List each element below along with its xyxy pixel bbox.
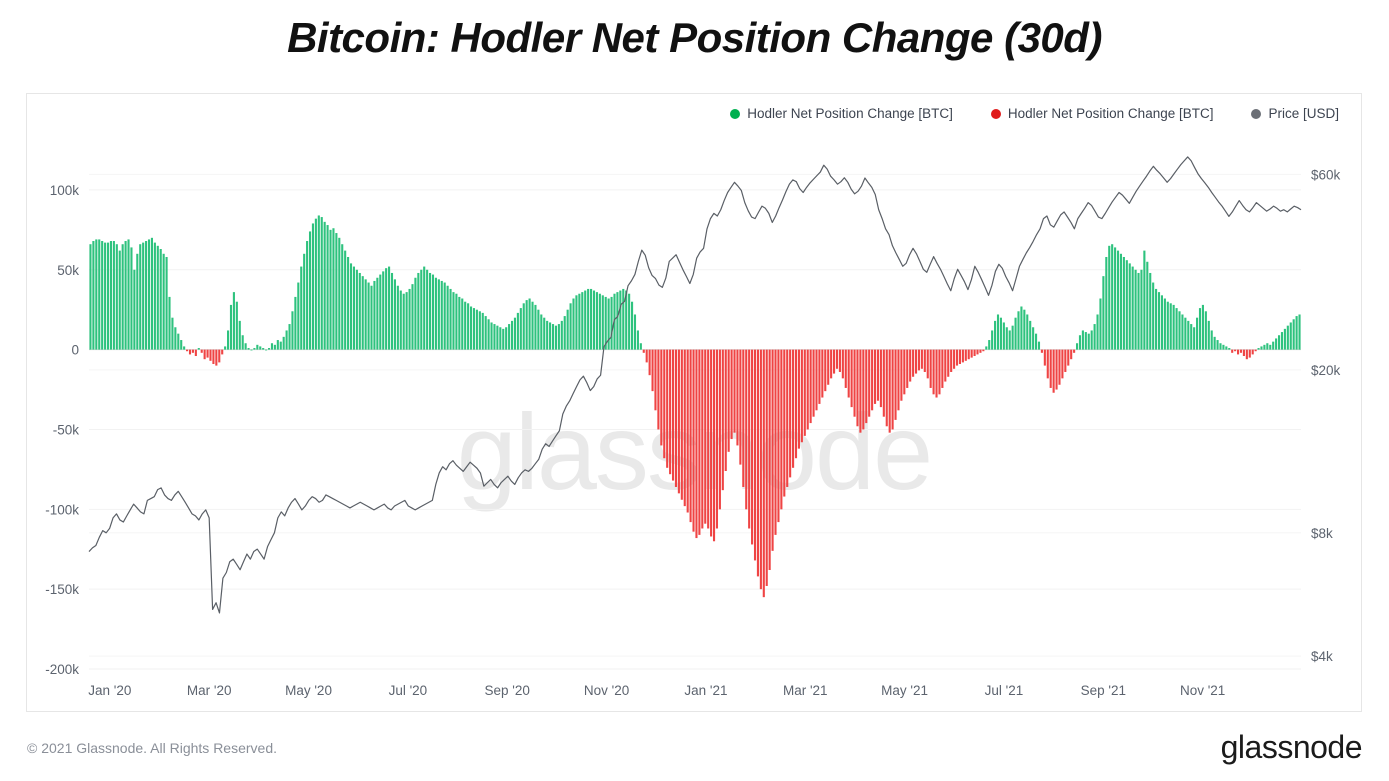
legend-item-hodler-negative[interactable]: Hodler Net Position Change [BTC]: [990, 106, 1214, 121]
x-axis-tick: Sep '20: [484, 683, 530, 698]
y-axis-left-tick: 0: [71, 343, 79, 358]
y-axis-left-tick: -50k: [53, 422, 80, 437]
y-axis-right-tick: $20k: [1311, 363, 1341, 378]
gray-dot-icon: [1251, 108, 1262, 119]
x-axis-tick: Jul '21: [984, 683, 1024, 698]
price-line: [88, 156, 1302, 614]
legend-item-hodler-positive[interactable]: Hodler Net Position Change [BTC]: [730, 106, 953, 121]
y-axis-left-tick: -150k: [45, 582, 79, 597]
x-axis-tick: Sep '21: [1080, 683, 1126, 698]
chart-panel: Hodler Net Position Change [BTC] Hodler …: [26, 93, 1362, 712]
chart-legend: Hodler Net Position Change [BTC] Hodler …: [730, 106, 1339, 121]
x-axis-tick: Mar '20: [186, 683, 232, 698]
legend-item-price[interactable]: Price [USD]: [1251, 106, 1339, 121]
bar-series: [89, 215, 1301, 598]
red-dot-icon: [990, 108, 1001, 119]
x-axis-tick: Nov '20: [583, 683, 630, 698]
x-axis-tick: Jul '20: [388, 683, 428, 698]
y-axis-right-tick: $8k: [1311, 526, 1333, 541]
x-axis-tick: Nov '21: [1179, 683, 1226, 698]
chart-svg: 100k 50k 0 -50k -100k -150k -200k $60k $20k $8k $4…: [45, 156, 1341, 677]
legend-label: Hodler Net Position Change [BTC]: [1007, 106, 1214, 121]
y-axis-left-tick: 50k: [57, 263, 79, 278]
y-axis-left-tick: -200k: [45, 662, 79, 677]
y-axis-left-tick: 100k: [50, 183, 80, 198]
y-axis-right-tick: $4k: [1311, 649, 1333, 664]
page-title: Bitcoin: Hodler Net Position Change (30d…: [287, 14, 1102, 61]
plot-area: glassnode 100k50k0-50k-100k-150k-200k$60…: [27, 94, 1361, 711]
footer-copyright: © 2021 Glassnode. All Rights Reserved.: [27, 740, 278, 756]
legend-label: Hodler Net Position Change [BTC]: [747, 106, 953, 121]
x-axis-tick: Jan '20: [88, 683, 132, 698]
green-dot-icon: [730, 108, 741, 119]
x-axis-tick: May '20: [285, 683, 332, 698]
footer-logo: glassnode: [1220, 729, 1363, 765]
y-axis-left-tick: -100k: [45, 502, 79, 517]
legend-label: Price [USD]: [1268, 106, 1339, 121]
x-axis-tick: Jan '21: [684, 683, 728, 698]
x-axis-tick: May '21: [881, 683, 929, 698]
x-axis: Jan '20 Mar '20 May '20 Jul '20 Sep '20 Nov '…: [26, 683, 1362, 707]
y-axis-right-tick: $60k: [1311, 167, 1341, 182]
x-axis-tick: Mar '21: [782, 683, 828, 698]
